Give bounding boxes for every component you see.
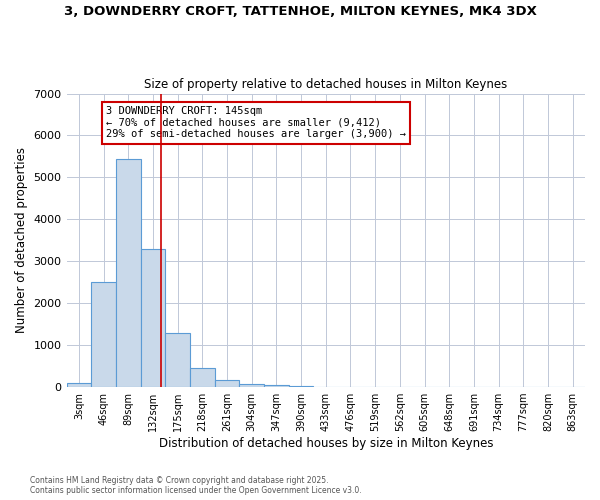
Bar (264, 385, 289, 387)
Bar (140, 248, 165, 387)
Bar (190, 368, 215, 387)
Bar (116, 158, 140, 387)
Bar (67, 383, 91, 387)
Bar (215, 380, 239, 387)
Text: 3, DOWNDERRY CROFT, TATTENHOE, MILTON KEYNES, MK4 3DX: 3, DOWNDERRY CROFT, TATTENHOE, MILTON KE… (64, 5, 536, 18)
X-axis label: Distribution of detached houses by size in Milton Keynes: Distribution of detached houses by size … (158, 437, 493, 450)
Bar (91, 282, 116, 387)
Text: 3 DOWNDERRY CROFT: 145sqm
← 70% of detached houses are smaller (9,412)
29% of se: 3 DOWNDERRY CROFT: 145sqm ← 70% of detac… (106, 106, 406, 140)
Bar (239, 384, 264, 387)
Bar (165, 332, 190, 387)
Text: Contains HM Land Registry data © Crown copyright and database right 2025.
Contai: Contains HM Land Registry data © Crown c… (30, 476, 362, 495)
Y-axis label: Number of detached properties: Number of detached properties (15, 148, 28, 334)
Bar (289, 386, 313, 387)
Title: Size of property relative to detached houses in Milton Keynes: Size of property relative to detached ho… (144, 78, 508, 91)
